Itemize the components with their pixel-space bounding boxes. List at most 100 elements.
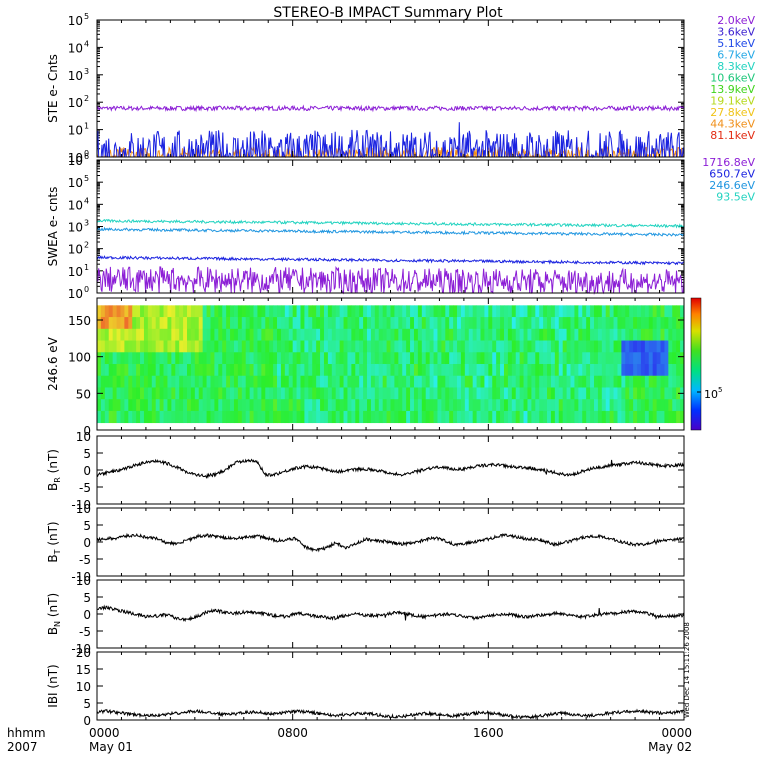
pad-heatmap-cell bbox=[108, 317, 114, 330]
pad-heatmap-cell bbox=[680, 328, 685, 341]
pad-heatmap-cell bbox=[143, 364, 149, 377]
swea-ytick-exponent: 4 bbox=[84, 196, 89, 205]
pad-heatmap-cell bbox=[550, 328, 556, 341]
pad-heatmap-cell bbox=[531, 340, 536, 353]
pad-heatmap-cell bbox=[194, 317, 200, 330]
pad-heatmap-cell bbox=[190, 364, 196, 377]
pad-heatmap-cell bbox=[136, 352, 141, 365]
pad-heatmap-cell bbox=[214, 387, 219, 400]
pad-heatmap-cell bbox=[445, 410, 450, 424]
pad-heatmap-cell bbox=[515, 328, 521, 341]
pad-heatmap-cell bbox=[590, 317, 595, 330]
pad-heatmap-cell bbox=[429, 317, 434, 330]
pad-heatmap-cell bbox=[343, 364, 348, 377]
pad-heatmap-cell bbox=[159, 364, 164, 377]
pad-heatmap-cell bbox=[257, 340, 262, 353]
pad-heatmap-cell bbox=[633, 305, 638, 318]
pad-heatmap-cell bbox=[605, 375, 611, 388]
pad-heatmap-cell bbox=[140, 399, 145, 412]
pad-heatmap-cell bbox=[143, 410, 149, 424]
pad-heatmap-cell bbox=[500, 399, 505, 412]
pad-heatmap-cell bbox=[323, 328, 329, 341]
pad-heatmap-cell bbox=[147, 305, 153, 318]
pad-heatmap-cell bbox=[261, 328, 266, 341]
pad-heatmap-cell bbox=[637, 340, 642, 353]
pad-heatmap-cell bbox=[539, 364, 544, 377]
pad-heatmap-cell bbox=[441, 328, 446, 341]
pad-heatmap-cell bbox=[183, 399, 188, 412]
pad-heatmap-cell bbox=[222, 340, 227, 353]
pad-heatmap-cell bbox=[593, 364, 599, 377]
pad-heatmap-cell bbox=[453, 410, 458, 424]
pad-heatmap-cell bbox=[441, 352, 446, 365]
pad-heatmap-cell bbox=[460, 399, 466, 412]
pad-heatmap-cell bbox=[378, 387, 384, 400]
pad-heatmap-cell bbox=[300, 399, 305, 412]
pad-heatmap-cell bbox=[453, 399, 458, 412]
pad-heatmap-cell bbox=[503, 340, 509, 353]
pad-heatmap-cell bbox=[155, 340, 161, 353]
pad-heatmap-cell bbox=[664, 305, 669, 318]
pad-heatmap-cell bbox=[151, 387, 157, 400]
pad-heatmap-cell bbox=[433, 352, 438, 365]
pad-heatmap-cell bbox=[413, 364, 419, 377]
pad-heatmap-cell bbox=[531, 352, 536, 365]
pad-heatmap-cell bbox=[120, 399, 125, 412]
pad-heatmap-cell bbox=[605, 328, 611, 341]
pad-heatmap-cell bbox=[460, 364, 466, 377]
pad-heatmap-cell bbox=[453, 340, 458, 353]
pad-heatmap-cell bbox=[566, 352, 571, 365]
pad-heatmap-cell bbox=[574, 364, 579, 377]
pad-heatmap-cell bbox=[531, 305, 536, 318]
pad-heatmap-cell bbox=[151, 352, 157, 365]
pad-heatmap-cell bbox=[304, 399, 309, 412]
pad-heatmap-cell bbox=[429, 399, 434, 412]
pad-heatmap-cell bbox=[680, 399, 685, 412]
pad-heatmap-cell bbox=[425, 305, 431, 318]
pad-heatmap-cell bbox=[578, 328, 583, 341]
pad-heatmap-cell bbox=[582, 352, 587, 365]
pad-heatmap-cell bbox=[292, 399, 297, 412]
pad-heatmap-cell bbox=[417, 410, 423, 424]
pad-heatmap-cell bbox=[359, 364, 364, 377]
pad-heatmap-cell bbox=[617, 340, 622, 353]
pad-heatmap-cell bbox=[464, 364, 470, 377]
pad-heatmap-cell bbox=[503, 410, 509, 424]
pad-heatmap-cell bbox=[120, 328, 125, 341]
pad-heatmap-cell bbox=[648, 340, 654, 353]
pad-heatmap-cell bbox=[335, 364, 341, 377]
pad-heatmap-cell bbox=[351, 317, 356, 330]
pad-ylabel: 246.6 eV bbox=[46, 336, 60, 391]
pad-heatmap-cell bbox=[613, 352, 618, 365]
pad-heatmap-cell bbox=[468, 387, 474, 400]
pad-heatmap-cell bbox=[292, 387, 297, 400]
pad-heatmap-cell bbox=[476, 352, 481, 365]
pad-heatmap-cell bbox=[230, 340, 235, 353]
pad-heatmap-cell bbox=[265, 375, 270, 388]
pad-heatmap-cell bbox=[640, 328, 646, 341]
pad-heatmap-cell bbox=[237, 328, 243, 341]
pad-heatmap-cell bbox=[511, 399, 517, 412]
pad-heatmap-cell bbox=[566, 317, 571, 330]
pad-heatmap-cell bbox=[151, 364, 157, 377]
pad-heatmap-cell bbox=[562, 364, 567, 377]
pad-heatmap-cell bbox=[269, 375, 274, 388]
pad-heatmap-cell bbox=[339, 340, 344, 353]
pad-heatmap-cell bbox=[476, 410, 481, 424]
pad-heatmap-cell bbox=[550, 399, 556, 412]
pad-heatmap-cell bbox=[230, 410, 235, 424]
pad-heatmap-cell bbox=[367, 375, 372, 388]
pad-heatmap-cell bbox=[367, 305, 372, 318]
pad-heatmap-cell bbox=[327, 340, 333, 353]
pad-heatmap-cell bbox=[202, 317, 207, 330]
pad-heatmap-cell bbox=[558, 364, 564, 377]
pad-heatmap-cell bbox=[648, 364, 654, 377]
pad-heatmap-cell bbox=[202, 375, 207, 388]
pad-heatmap-cell bbox=[539, 375, 544, 388]
pad-heatmap-cell bbox=[151, 410, 157, 424]
pad-heatmap-cell bbox=[339, 399, 344, 412]
pad-heatmap-cell bbox=[640, 352, 646, 365]
pad-heatmap-cell bbox=[277, 410, 282, 424]
pad-heatmap-cell bbox=[378, 375, 384, 388]
pad-heatmap-cell bbox=[206, 340, 211, 353]
